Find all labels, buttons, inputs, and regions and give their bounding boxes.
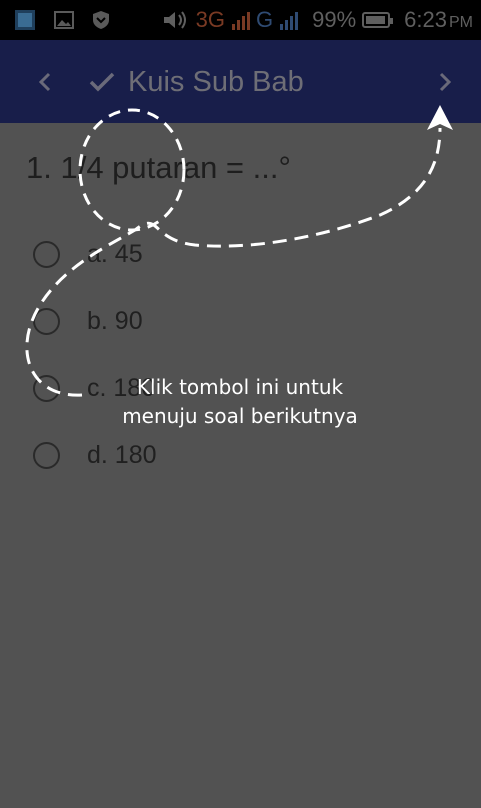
system-status: 3G G 99% 6:23 PM (151, 0, 481, 40)
radio-button[interactable] (33, 240, 60, 268)
signal-g-icon (280, 10, 299, 30)
volume-icon (163, 11, 186, 29)
radio-button[interactable] (33, 374, 60, 402)
check-icon (88, 62, 122, 102)
answer-label: a. 45 (87, 239, 143, 268)
network-g-label: G (256, 7, 274, 32)
network-3g-label: 3G (195, 7, 225, 32)
clock-ampm: PM (449, 14, 473, 31)
app-notification-icon (15, 10, 35, 30)
signal-3g-icon (232, 10, 250, 30)
status-bar: 3G G 99% 6:23 PM (0, 0, 481, 40)
hint-line-1: Klik tombol ini untuk (136, 375, 344, 399)
image-icon (54, 11, 74, 29)
radio-button[interactable] (33, 441, 60, 469)
answer-option-b[interactable]: b. 90 (33, 303, 143, 339)
tutorial-hint: Klik tombol ini untuk menuju soal beriku… (100, 373, 380, 431)
answer-option-d[interactable]: d. 180 (33, 437, 157, 473)
clock: 6:23 PM (404, 7, 473, 33)
battery-percent: 99% (312, 7, 357, 32)
answer-option-a[interactable]: a. 45 (33, 236, 143, 272)
hint-line-2: menuju soal berikutnya (122, 404, 358, 428)
shield-icon (93, 11, 109, 29)
notification-icons (14, 0, 110, 40)
radio-button[interactable] (33, 307, 60, 335)
answer-label: b. 90 (87, 306, 143, 335)
battery-icon (362, 12, 394, 28)
answer-label: d. 180 (87, 440, 157, 469)
chevron-left-icon[interactable] (30, 62, 60, 102)
question-text: 1. 1/4 putaran = ...° (26, 150, 291, 185)
app-bar: Kuis Sub Bab (0, 40, 481, 123)
chevron-right-icon[interactable] (430, 62, 460, 102)
clock-time: 6:23 (404, 7, 447, 32)
page-title: Kuis Sub Bab (128, 66, 304, 98)
